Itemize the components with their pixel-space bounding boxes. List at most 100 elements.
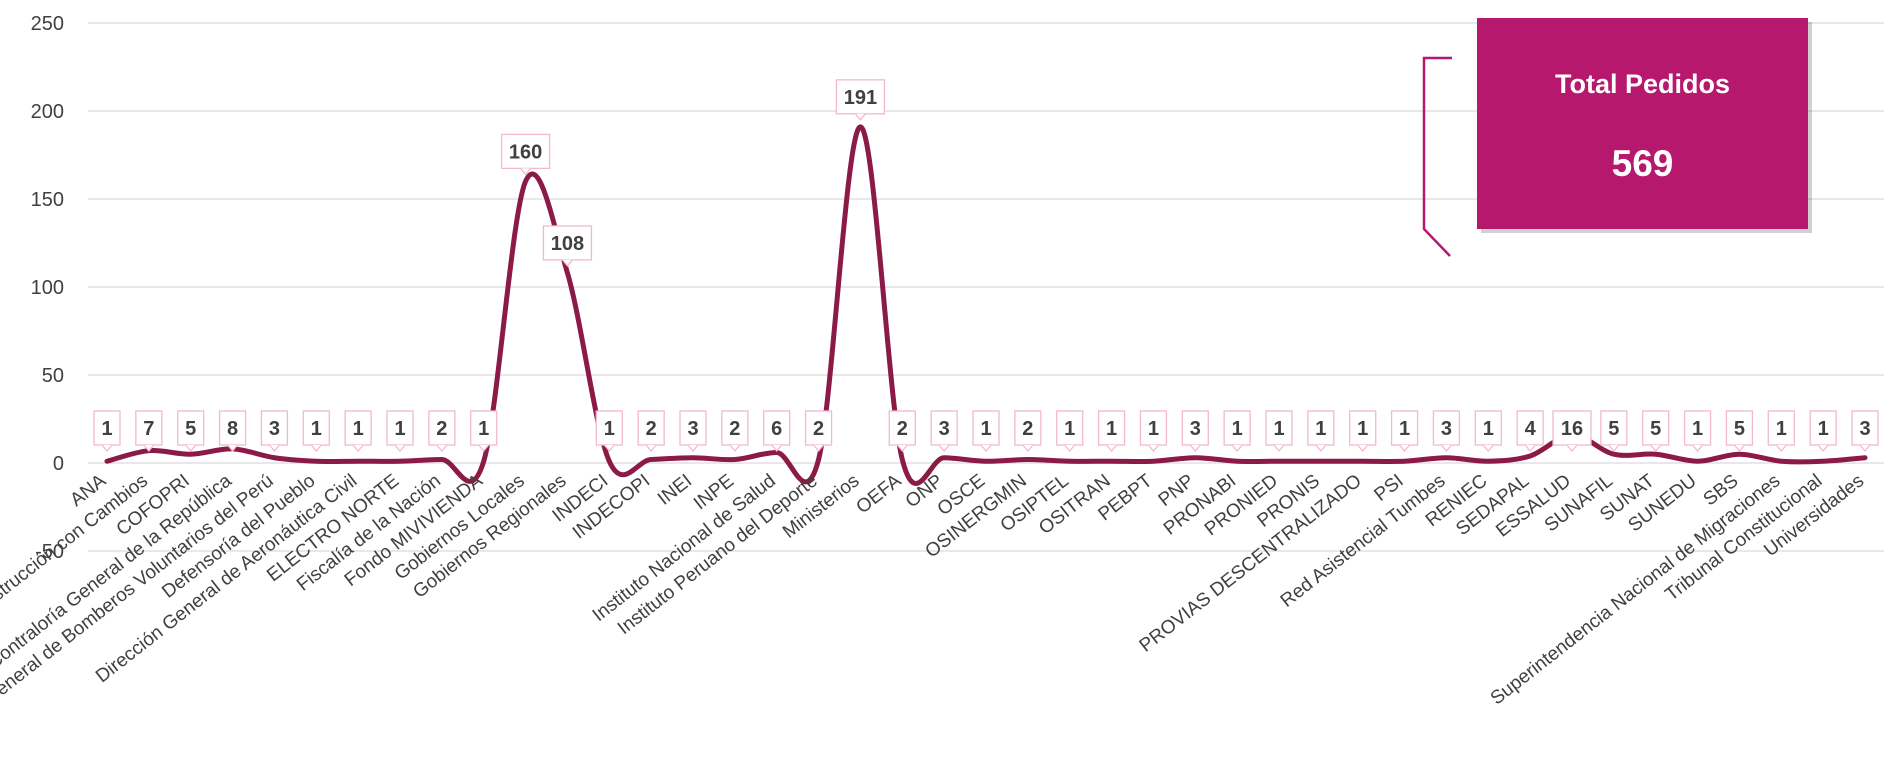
data-label: 6	[764, 411, 790, 451]
data-label: 5	[178, 411, 204, 451]
data-label-text: 1	[1399, 418, 1410, 440]
data-label-text: 2	[897, 418, 908, 440]
data-label-text: 3	[939, 418, 950, 440]
card-value: 569	[1612, 143, 1674, 184]
data-label-text: 1	[353, 418, 364, 440]
y-tick-label: 0	[53, 453, 64, 475]
data-label: 3	[931, 411, 957, 451]
data-label-text: 1	[1273, 418, 1284, 440]
data-label: 1	[345, 411, 371, 451]
summary-card: Total Pedidos 569	[1424, 18, 1812, 256]
data-label-text: 7	[143, 418, 154, 440]
data-label-text: 2	[436, 418, 447, 440]
data-label: 3	[1852, 411, 1878, 451]
data-label-text: 3	[687, 418, 698, 440]
data-label-text: 8	[227, 418, 238, 440]
data-label-text: 1	[1315, 418, 1326, 440]
y-axis: -50 0 50 100 150 200 250	[31, 13, 64, 563]
data-label: 1	[1224, 411, 1250, 451]
data-label-text: 1	[1064, 418, 1075, 440]
card-title: Total Pedidos	[1555, 69, 1730, 99]
data-label-text: 5	[1650, 418, 1661, 440]
data-label-text: 1	[101, 418, 112, 440]
data-label-text: 4	[1525, 418, 1537, 440]
data-label: 1	[1308, 411, 1334, 451]
data-label-text: 1	[478, 418, 489, 440]
x-tick-label: OEFA	[852, 470, 905, 518]
data-label-text: 2	[1022, 418, 1033, 440]
data-label: 5	[1726, 411, 1752, 451]
data-label: 160	[502, 134, 550, 174]
data-label: 7	[136, 411, 162, 451]
y-tick-label: 100	[31, 277, 64, 299]
data-label: 1	[1266, 411, 1292, 451]
data-label: 2	[1015, 411, 1041, 451]
data-label-text: 1	[980, 418, 991, 440]
data-label: 3	[1182, 411, 1208, 451]
data-label: 1	[596, 411, 622, 451]
data-label: 2	[806, 411, 832, 451]
x-axis: ANAAutoridad para la Reconstrucción con …	[0, 470, 1868, 751]
data-label-text: 1	[1776, 418, 1787, 440]
data-label: 16	[1553, 411, 1591, 451]
data-label-text: 1	[311, 418, 322, 440]
card-background	[1477, 18, 1808, 229]
data-label-text: 1	[1106, 418, 1117, 440]
data-label: 191	[836, 80, 884, 120]
data-label: 3	[1433, 411, 1459, 451]
data-label: 1	[94, 411, 120, 451]
data-label-text: 3	[269, 418, 280, 440]
data-label-text: 108	[551, 233, 584, 255]
x-tick-label: INEI	[654, 470, 696, 509]
data-label-text: 1	[1818, 418, 1829, 440]
data-label: 1	[1768, 411, 1794, 451]
data-label-text: 5	[1734, 418, 1745, 440]
data-label-text: 16	[1561, 418, 1583, 440]
data-label: 1	[1685, 411, 1711, 451]
y-tick-label: 200	[31, 101, 64, 123]
data-label: 2	[889, 411, 915, 451]
data-label: 5	[1643, 411, 1669, 451]
data-label: 1	[973, 411, 999, 451]
data-label-text: 6	[771, 418, 782, 440]
data-label-text: 160	[509, 141, 542, 163]
data-label-text: 3	[1859, 418, 1870, 440]
data-label-text: 2	[646, 418, 657, 440]
data-label-text: 1	[1357, 418, 1368, 440]
data-label: 3	[261, 411, 287, 451]
data-label-text: 1	[1483, 418, 1494, 440]
data-label: 4	[1517, 411, 1543, 451]
data-label: 1	[387, 411, 413, 451]
y-tick-label: 50	[42, 365, 64, 387]
data-label-text: 3	[1190, 418, 1201, 440]
data-label: 1	[1810, 411, 1836, 451]
data-label: 1	[471, 411, 497, 451]
data-label-text: 2	[813, 418, 824, 440]
data-label: 1	[1392, 411, 1418, 451]
data-label-text: 3	[1441, 418, 1452, 440]
card-bracket	[1424, 58, 1452, 256]
data-label-text: 1	[604, 418, 615, 440]
data-label-text: 5	[1608, 418, 1619, 440]
data-label-text: 191	[844, 87, 877, 109]
data-label-text: 1	[1148, 418, 1159, 440]
data-label: 8	[220, 411, 246, 451]
data-label: 2	[722, 411, 748, 451]
data-label: 1	[1140, 411, 1166, 451]
data-label: 1	[1475, 411, 1501, 451]
data-label-text: 5	[185, 418, 196, 440]
data-label: 2	[429, 411, 455, 451]
data-label-text: 1	[1692, 418, 1703, 440]
data-label-text: 2	[729, 418, 740, 440]
data-label: 5	[1601, 411, 1627, 451]
data-label: 108	[543, 226, 591, 266]
data-label: 2	[638, 411, 664, 451]
data-label: 1	[1099, 411, 1125, 451]
data-label-text: 1	[394, 418, 405, 440]
data-label: 1	[1350, 411, 1376, 451]
data-label: 1	[1057, 411, 1083, 451]
data-label: 3	[680, 411, 706, 451]
data-label: 1	[303, 411, 329, 451]
